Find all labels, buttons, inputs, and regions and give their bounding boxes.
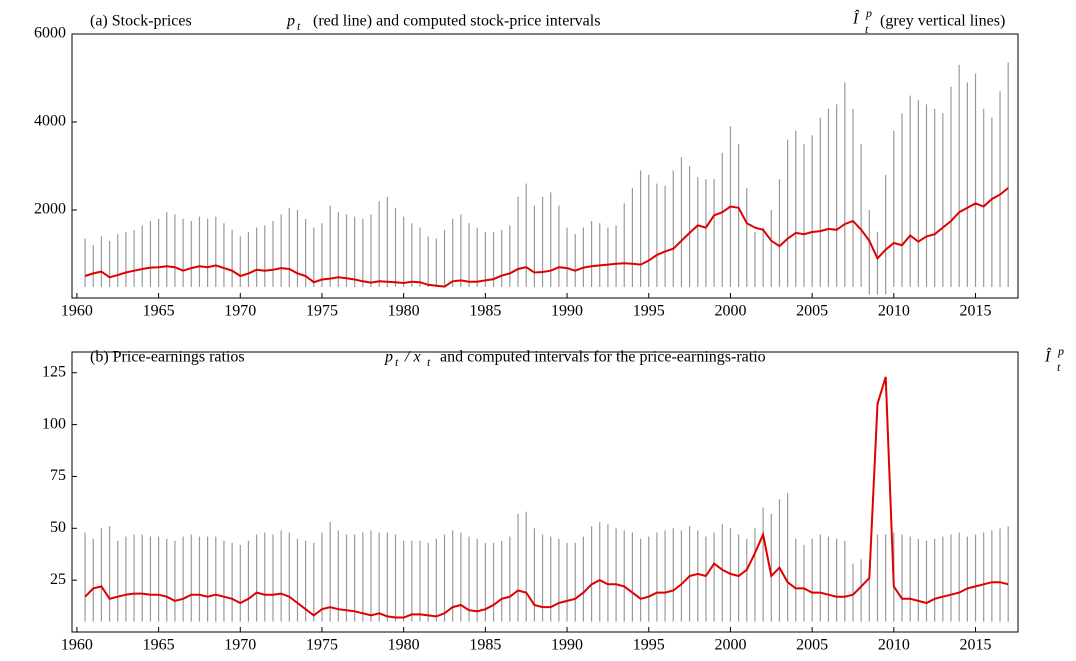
annotation: t [1057, 360, 1061, 374]
x-tick-label: 2015 [960, 303, 992, 320]
y-tick-label: 6000 [34, 25, 66, 42]
x-tick-label: 1965 [143, 637, 175, 654]
x-tick-label: 1975 [306, 303, 338, 320]
series-line [84, 187, 1009, 288]
annotation: (red line) and computed stock-price inte… [313, 13, 600, 30]
x-tick-label: 1980 [388, 303, 420, 320]
x-tick-label: 1975 [306, 637, 338, 654]
x-tick-label: 1965 [143, 303, 175, 320]
x-tick-label: 1980 [388, 637, 420, 654]
x-tick-label: 2005 [796, 303, 828, 320]
y-tick-label: 25 [50, 571, 66, 588]
annotation: p [384, 349, 393, 366]
annotation: t [427, 355, 431, 369]
x-tick-label: 1985 [469, 637, 501, 654]
y-tick-label: 4000 [34, 113, 66, 130]
x-tick-label: 2005 [796, 637, 828, 654]
x-tick-label: 1995 [633, 303, 665, 320]
x-tick-label: 1985 [469, 303, 501, 320]
plot-frame [71, 33, 1019, 299]
annotation: p [286, 13, 295, 30]
series-line [84, 376, 1009, 619]
y-tick-label: 125 [42, 363, 66, 380]
annotation: Î [852, 9, 860, 28]
annotation: t [865, 22, 869, 36]
annotation: p [1057, 344, 1064, 358]
x-tick-label: 1995 [633, 637, 665, 654]
plot-frame [71, 351, 1019, 633]
x-tick-label: 1960 [61, 303, 93, 320]
panel-title: (b) Price-earnings ratios [90, 349, 245, 366]
x-tick-label: 1970 [224, 637, 256, 654]
x-tick-label: 2015 [960, 637, 992, 654]
x-tick-label: 1960 [61, 637, 93, 654]
x-tick-label: 1990 [551, 303, 583, 320]
annotation: t [297, 19, 301, 33]
x-tick-label: 2010 [878, 637, 910, 654]
panel-title: (a) Stock-prices [90, 13, 192, 30]
annotation: (grey vertical lines) [880, 13, 1005, 30]
y-tick-label: 2000 [34, 201, 66, 218]
x-tick-label: 2010 [878, 303, 910, 320]
x-tick-label: 1990 [551, 637, 583, 654]
annotation: and computed intervals for the price-ear… [440, 349, 766, 366]
x-tick-label: 1970 [224, 303, 256, 320]
annotation: t [395, 355, 399, 369]
y-tick-label: 75 [50, 467, 66, 484]
y-tick-label: 100 [42, 415, 66, 432]
y-tick-label: 50 [50, 519, 66, 536]
x-tick-label: 2000 [714, 303, 746, 320]
annotation: p [865, 6, 872, 20]
annotation: / x [404, 349, 421, 366]
x-tick-label: 2000 [714, 637, 746, 654]
annotation: Î [1044, 347, 1052, 366]
